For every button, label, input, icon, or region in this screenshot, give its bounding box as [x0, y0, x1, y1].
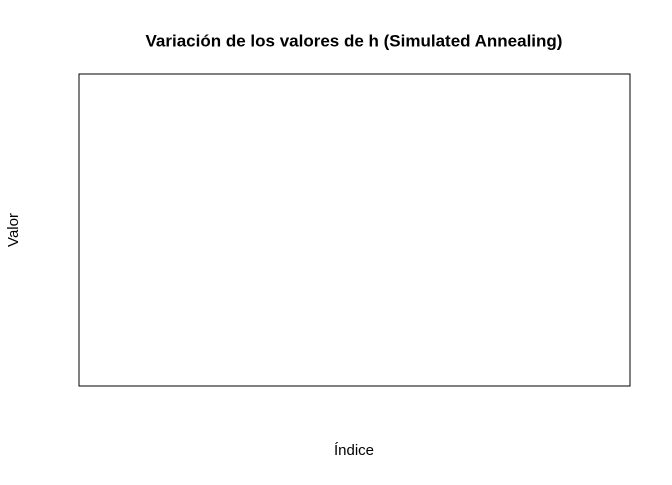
- y-axis-label: Valor: [5, 213, 22, 247]
- chart-title: Variación de los valores de h (Simulated…: [146, 31, 563, 50]
- plot-box: [78, 73, 631, 387]
- x-axis-label: Índice: [334, 442, 374, 459]
